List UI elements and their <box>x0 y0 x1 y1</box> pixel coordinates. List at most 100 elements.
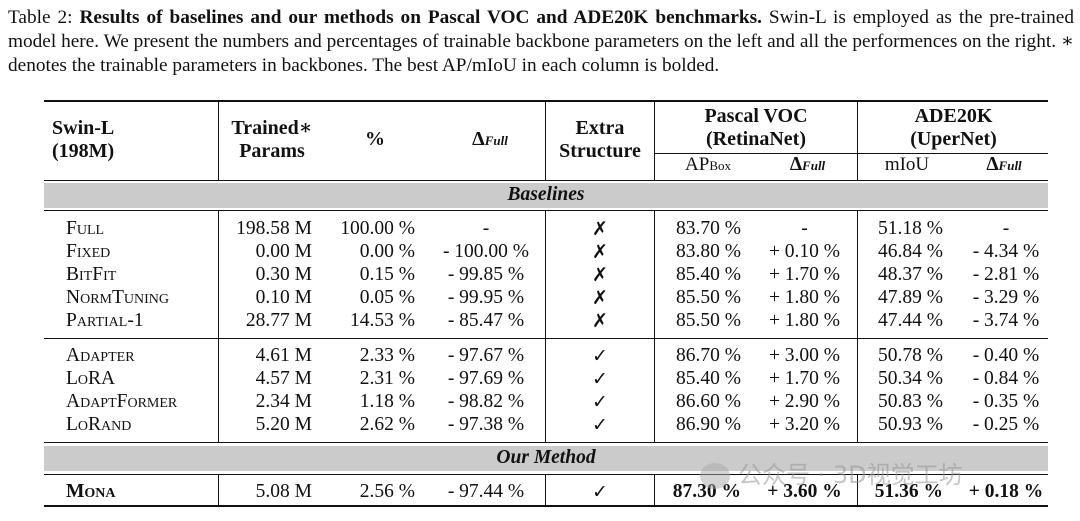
vline-a2 <box>545 339 546 442</box>
vline-b1 <box>218 211 219 338</box>
cell-ap-delta: + 1.70 % <box>768 368 841 389</box>
cell-params: 4.61 M <box>255 345 312 366</box>
header-voc-line1: Pascal VOC <box>704 105 808 127</box>
header-voc-delta-sub: Full <box>802 158 826 173</box>
header-trained-line1: Trained∗ <box>231 117 313 139</box>
section-our-method: Our Method <box>496 447 596 468</box>
cell-ap: 85.50 % <box>676 287 741 308</box>
cell-delta: - <box>482 218 490 239</box>
vline-h1 <box>218 102 219 180</box>
vline-a1 <box>218 339 219 442</box>
cell-miou: 50.34 % <box>878 368 943 389</box>
cell-ap: 86.90 % <box>676 414 741 435</box>
header-ade-line1: ADE20K <box>914 105 993 127</box>
cell-ap-delta: + 1.80 % <box>768 310 841 331</box>
check-mark-icon: ✓ <box>592 481 608 503</box>
cell-pct: 2.33 % <box>359 345 415 366</box>
cell-ap-delta: + 1.70 % <box>768 264 841 285</box>
cell-delta: - 97.38 % <box>447 414 525 435</box>
cell-miou-delta: - 0.40 % <box>972 345 1040 366</box>
cell-ap: 85.40 % <box>676 368 741 389</box>
cell-miou: 48.37 % <box>878 264 943 285</box>
cell-method: AdaptFormer <box>66 391 178 412</box>
header-ap: AP <box>685 154 710 175</box>
watermark: 公众号 · 3D视觉工坊 <box>700 455 963 490</box>
cell-delta: - 100.00 % <box>442 241 530 262</box>
vline-b2 <box>545 211 546 338</box>
cell-miou-delta: - 3.29 % <box>972 287 1040 308</box>
header-ade-delta-symbol: Δ <box>986 154 999 175</box>
cell-ap: 83.80 % <box>676 241 741 262</box>
header-extra-line2: Structure <box>559 140 641 162</box>
cell-params: 5.20 M <box>255 414 312 435</box>
header-ade-line2: (UperNet) <box>910 128 997 150</box>
cell-params: 4.57 M <box>255 368 312 389</box>
cell-miou: 47.89 % <box>878 287 943 308</box>
vline-b4 <box>857 211 858 338</box>
cell-miou: 51.18 % <box>878 218 943 239</box>
bottom-rule <box>44 505 1048 507</box>
cell-delta: - 99.95 % <box>447 287 525 308</box>
vline-a4 <box>857 339 858 442</box>
cross-mark-icon: ✗ <box>592 264 608 286</box>
cell-pct: 100.00 % <box>340 218 415 239</box>
cell-miou-delta: - 0.25 % <box>972 414 1040 435</box>
cell-pct: 2.31 % <box>359 368 415 389</box>
cell-ap: 86.70 % <box>676 345 741 366</box>
header-miou: mIoU <box>884 154 930 175</box>
header-delta-full: ΔFull <box>435 128 545 152</box>
cell-miou-best: 51.36 % <box>874 481 943 502</box>
cell-method: LoRA <box>66 368 116 389</box>
cell-ap: 85.40 % <box>676 264 741 285</box>
baselines-band-rule <box>44 210 1048 211</box>
cell-miou: 50.83 % <box>878 391 943 412</box>
header-ade20k: ADE20K (UperNet) <box>859 105 1048 151</box>
caption-text: Swin-L is employed as the pre-trained mo… <box>8 7 1074 76</box>
header-bottom-rule <box>44 180 1048 181</box>
baselines-band <box>44 183 1048 208</box>
cell-method: Adapter <box>66 345 135 366</box>
group-separator-rule <box>44 338 1048 339</box>
cell-delta: - 97.44 % <box>447 481 525 502</box>
cell-params: 0.00 M <box>255 241 312 262</box>
header-delta-sub: Full <box>484 133 508 148</box>
header-ap-box: APBox <box>658 154 758 176</box>
cell-miou-delta: + 0.18 % <box>968 481 1044 502</box>
header-voc-delta: ΔFull <box>760 154 855 176</box>
ours-band-top-rule <box>44 442 1048 443</box>
cell-ap-delta: + 3.20 % <box>768 414 841 435</box>
vline-o2 <box>545 475 546 505</box>
cell-ap: 83.70 % <box>676 218 741 239</box>
section-baselines: Baselines <box>507 184 585 205</box>
cell-method: Partial-1 <box>66 310 144 331</box>
vline-b3 <box>654 211 655 338</box>
cell-pct: 2.56 % <box>359 481 415 502</box>
check-mark-icon: ✓ <box>592 414 608 436</box>
cell-miou: 50.78 % <box>878 345 943 366</box>
cell-pct: 1.18 % <box>359 391 415 412</box>
cell-method: BitFit <box>66 264 117 285</box>
cell-delta: - 85.47 % <box>447 310 525 331</box>
cell-pct: 14.53 % <box>350 310 415 331</box>
cell-miou-delta: - 4.34 % <box>972 241 1040 262</box>
vline-o1 <box>218 475 219 505</box>
cell-miou-delta: - <box>1002 218 1010 239</box>
header-pascal-voc: Pascal VOC (RetinaNet) <box>656 105 856 151</box>
header-model-name: Swin-L <box>52 117 115 139</box>
header-trained-line2: Params <box>239 140 305 162</box>
vline-o4 <box>857 475 858 505</box>
cell-miou-delta: - 2.81 % <box>972 264 1040 285</box>
cell-method: NormTuning <box>66 287 169 308</box>
header-percent: % <box>365 128 385 150</box>
cell-ap: 85.50 % <box>676 310 741 331</box>
cell-miou-delta: - 0.35 % <box>972 391 1040 412</box>
check-mark-icon: ✓ <box>592 391 608 413</box>
header-delta-symbol: Δ <box>472 128 485 150</box>
cell-ap-delta: + 0.10 % <box>768 241 841 262</box>
vline-h3 <box>654 102 655 180</box>
cell-miou: 50.93 % <box>878 414 943 435</box>
cell-ap-delta: - <box>801 218 808 239</box>
header-extra-line1: Extra <box>575 117 625 139</box>
cell-miou: 46.84 % <box>878 241 943 262</box>
cross-mark-icon: ✗ <box>592 241 608 263</box>
